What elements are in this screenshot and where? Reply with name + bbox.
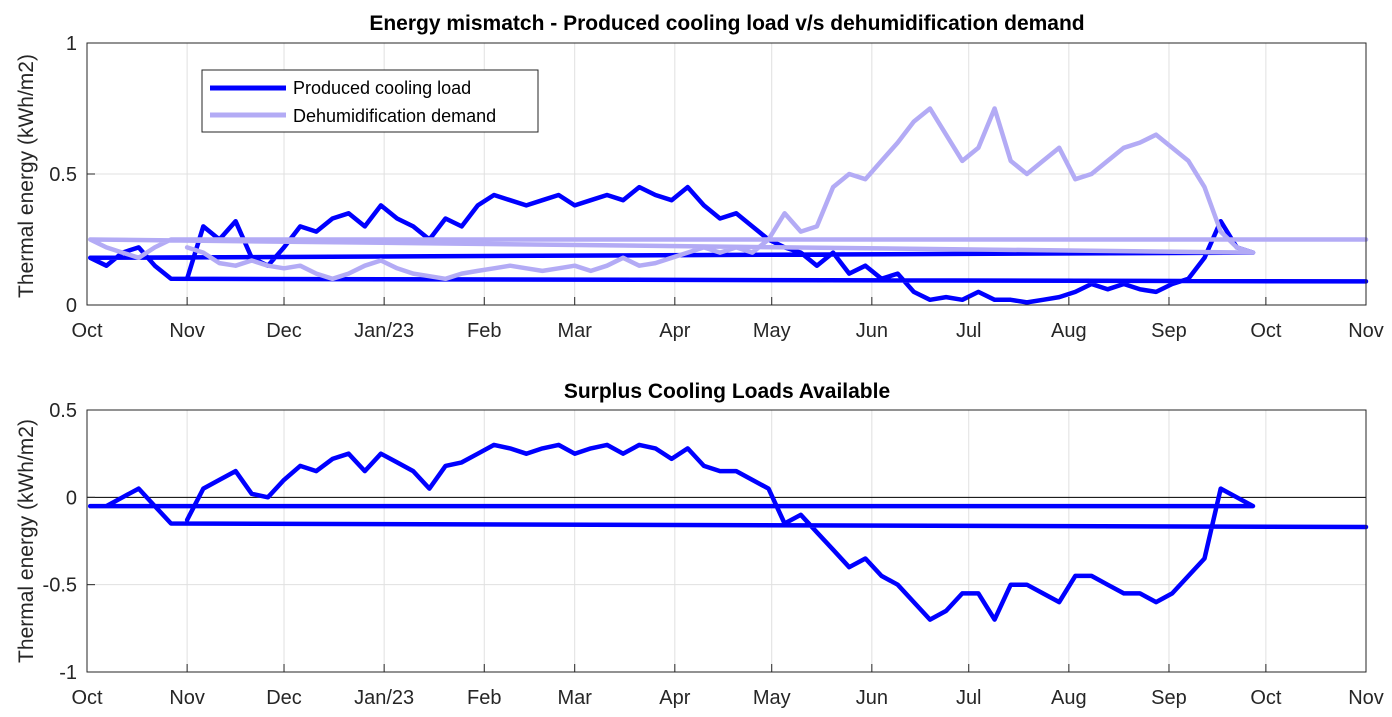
x-tick-label: Sep: [1151, 687, 1187, 709]
top-chart-y-ticks: 00.51: [49, 33, 95, 317]
legend-box: [201, 69, 539, 133]
y-tick-label: -0.5: [43, 575, 77, 597]
x-tick-label: Mar: [557, 687, 592, 709]
x-tick-label: Nov: [1348, 687, 1384, 709]
series-line-dehumidification-demand: [87, 106, 1369, 282]
x-tick-label: Mar: [557, 320, 592, 342]
bottom-chart-plot: [87, 442, 1369, 622]
x-tick-label: Jan/23: [354, 687, 414, 709]
y-tick-label: 0.5: [49, 400, 77, 422]
bottom-chart-y-ticks: -1 -0.5 0 0.5: [43, 400, 95, 684]
x-tick-label: Oct: [1250, 687, 1282, 709]
x-tick-label: Jun: [856, 687, 888, 709]
y-tick-label: 1: [66, 33, 77, 55]
x-tick-label: Feb: [467, 320, 501, 342]
top-chart-legend: Produced cooling load Dehumidification d…: [201, 69, 539, 133]
legend-label-produced: Produced cooling load: [293, 78, 471, 98]
x-tick-label: Nov: [169, 687, 205, 709]
bottom-chart-x-ticks: Oct Nov Dec Jan/23 Feb Mar Apr May Jun Jul Aug Sep O…: [71, 664, 1384, 709]
x-tick-label: Oct: [71, 320, 103, 342]
x-tick-label: Dec: [266, 687, 302, 709]
x-tick-label: Jul: [956, 320, 982, 342]
y-tick-label: 0.5: [49, 164, 77, 186]
x-tick-label: Oct: [1250, 320, 1282, 342]
series-line-surplus: [87, 442, 1369, 622]
x-tick-label: Jan/23: [354, 320, 414, 342]
y-tick-label: 0: [66, 295, 77, 317]
x-tick-label: Nov: [169, 320, 205, 342]
x-tick-label: Dec: [266, 320, 302, 342]
x-tick-label: May: [753, 687, 791, 709]
bottom-chart-title: Surplus Cooling Loads Available: [564, 380, 890, 403]
bottom-chart: Surplus Cooling Loads Available Thermal …: [15, 380, 1384, 709]
x-tick-label: Aug: [1051, 687, 1087, 709]
y-tick-label: 0: [66, 487, 77, 509]
x-tick-label: Oct: [71, 687, 103, 709]
top-chart-plot: [87, 106, 1369, 305]
x-tick-label: Apr: [659, 687, 690, 709]
x-tick-label: Aug: [1051, 320, 1087, 342]
bottom-chart-axes-box: [86, 409, 1367, 673]
y-tick-label: -1: [59, 662, 77, 684]
x-tick-label: Nov: [1348, 320, 1384, 342]
top-chart: Energy mismatch - Produced cooling load …: [15, 12, 1384, 342]
top-chart-y-axis-label: Thermal energy (kWh/m2): [15, 54, 38, 298]
series-line-produced-cooling-load: [87, 184, 1369, 305]
x-tick-label: Jun: [856, 320, 888, 342]
bottom-chart-y-axis-label: Thermal energy (kWh/m2): [15, 419, 38, 663]
top-chart-title: Energy mismatch - Produced cooling load …: [369, 12, 1084, 35]
x-tick-label: Apr: [659, 320, 690, 342]
top-chart-x-ticks: Oct Nov Dec Jan/23 Feb Mar Apr May Jun Jul Aug Sep O…: [71, 297, 1384, 342]
x-tick-label: Jul: [956, 687, 982, 709]
x-tick-label: Feb: [467, 687, 501, 709]
x-tick-label: Sep: [1151, 320, 1187, 342]
legend-label-dehumidification: Dehumidification demand: [293, 106, 496, 126]
x-tick-label: May: [753, 320, 791, 342]
